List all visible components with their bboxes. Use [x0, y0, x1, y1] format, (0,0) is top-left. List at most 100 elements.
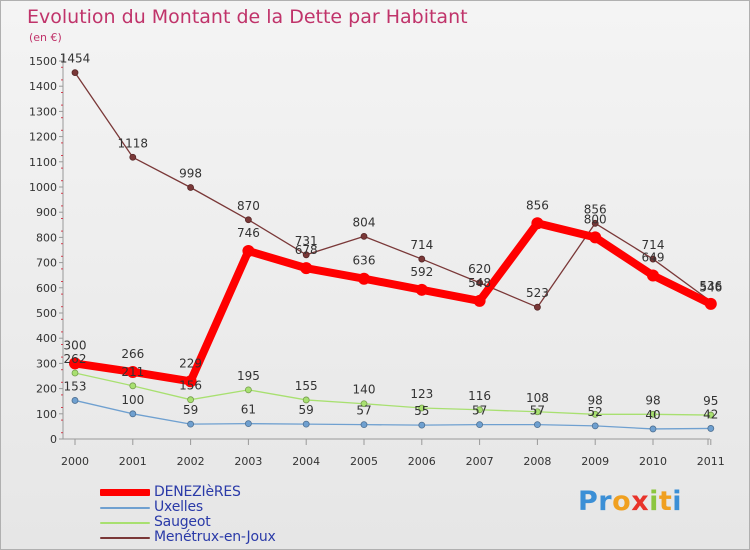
- data-label: 57: [356, 404, 371, 418]
- data-label: 804: [353, 215, 376, 229]
- data-point: [71, 397, 79, 404]
- data-point: [129, 410, 137, 418]
- x-tick-label: 2003: [234, 455, 262, 468]
- data-label: 140: [353, 383, 376, 397]
- data-point: [242, 245, 255, 258]
- data-point: [129, 382, 137, 390]
- legend-swatch: [100, 507, 150, 509]
- legend-swatch: [100, 489, 150, 496]
- logo-letter: t: [658, 486, 673, 517]
- data-point: [415, 283, 428, 296]
- data-point: [302, 251, 310, 259]
- data-point: [302, 396, 310, 404]
- data-point: [649, 255, 657, 263]
- data-label: 800: [584, 212, 607, 226]
- data-point: [473, 294, 486, 307]
- y-tick-label: 900: [36, 206, 57, 219]
- data-label: 714: [410, 238, 433, 252]
- data-label: 155: [295, 379, 318, 393]
- y-tick-label: 1400: [29, 80, 57, 93]
- y-tick-label: 100: [36, 408, 57, 421]
- data-point: [244, 386, 252, 394]
- data-point: [589, 231, 602, 244]
- data-label: 266: [121, 347, 144, 361]
- data-label: 548: [468, 276, 491, 290]
- data-label: 100: [121, 393, 144, 407]
- data-label: 620: [468, 262, 491, 276]
- y-tick-label: 400: [36, 332, 57, 345]
- data-label: 229: [179, 356, 202, 370]
- y-tick-label: 300: [36, 357, 57, 370]
- data-label: 95: [703, 394, 718, 408]
- data-point: [418, 421, 426, 429]
- legend-label: DENEZIèRES: [154, 484, 241, 500]
- series-line: [74, 71, 712, 308]
- data-point: [71, 69, 79, 76]
- x-tick-label: 2009: [581, 455, 609, 468]
- data-point: [649, 425, 657, 433]
- legend-label: Uxelles: [154, 499, 204, 515]
- data-label: 211: [121, 365, 144, 379]
- y-tick-label: 200: [36, 383, 57, 396]
- y-tick-label: 1100: [29, 156, 57, 169]
- data-point: [187, 420, 195, 428]
- data-label: 546: [699, 280, 722, 294]
- y-tick-label: 1200: [29, 131, 57, 144]
- y-tick-label: 1000: [29, 181, 57, 194]
- data-point: [187, 396, 195, 404]
- proxiti-logo: Proxiti: [578, 486, 682, 517]
- data-point: [476, 279, 484, 287]
- data-label: 1118: [118, 136, 149, 150]
- data-label: 59: [299, 403, 314, 417]
- chart-title: Evolution du Montant de la Dette par Hab…: [27, 6, 468, 28]
- y-tick-label: 0: [50, 433, 57, 446]
- data-label: 649: [642, 250, 665, 264]
- data-label: 746: [237, 226, 260, 240]
- data-point: [534, 303, 541, 311]
- x-tick-label: 2010: [639, 455, 667, 468]
- data-label: 300: [64, 338, 87, 352]
- data-point: [71, 369, 79, 377]
- data-point: [591, 410, 599, 418]
- data-label: 536: [699, 279, 722, 293]
- data-point: [300, 262, 313, 275]
- series-uxelles: [71, 397, 715, 433]
- data-label: 714: [642, 238, 665, 252]
- data-point: [591, 422, 599, 430]
- logo-letter: x: [631, 486, 650, 517]
- logo-letter: i: [649, 486, 659, 517]
- x-tick-label: 2005: [350, 455, 378, 468]
- data-label: 116: [468, 389, 491, 403]
- data-point: [418, 404, 426, 412]
- data-label: 98: [588, 393, 603, 407]
- data-point: [476, 421, 484, 429]
- logo-letter: o: [612, 486, 632, 517]
- logo-letter: P: [578, 486, 599, 517]
- y-tick-label: 800: [36, 231, 57, 244]
- x-tick-label: 2001: [119, 455, 147, 468]
- data-label: 55: [414, 404, 429, 418]
- data-point: [591, 219, 599, 227]
- series-line: [74, 372, 712, 416]
- x-tick-label: 2007: [466, 455, 494, 468]
- data-label: 592: [410, 265, 433, 279]
- data-point: [707, 411, 715, 419]
- x-tick-label: 2011: [697, 455, 725, 468]
- logo-letter: i: [672, 486, 683, 517]
- data-label: 57: [530, 404, 545, 418]
- data-label: 636: [353, 254, 376, 268]
- data-label: 678: [295, 243, 318, 257]
- logo-letter: r: [598, 486, 613, 517]
- legend-label: Saugeot: [154, 514, 211, 530]
- data-point: [187, 184, 195, 191]
- x-tick-label: 2000: [61, 455, 89, 468]
- data-label: 57: [472, 404, 487, 418]
- data-point: [649, 410, 657, 418]
- data-point: [184, 375, 197, 388]
- data-label: 153: [64, 379, 87, 393]
- y-tick-label: 600: [36, 282, 57, 295]
- data-label: 195: [237, 369, 260, 383]
- y-tick-label: 500: [36, 307, 57, 320]
- data-point: [704, 297, 717, 310]
